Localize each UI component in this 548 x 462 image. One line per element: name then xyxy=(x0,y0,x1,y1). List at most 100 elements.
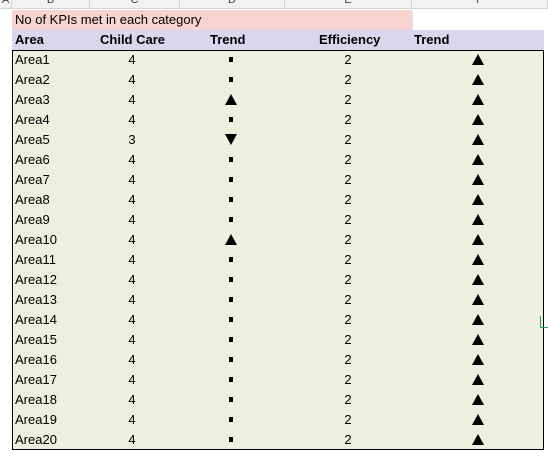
efficiency-cell[interactable]: 2 xyxy=(344,72,352,87)
child-care-cell[interactable]: 4 xyxy=(128,392,136,407)
child-care-cell[interactable]: 4 xyxy=(128,112,136,127)
area-cell[interactable]: Area6 xyxy=(15,152,50,167)
trend-efficiency-cell[interactable] xyxy=(468,270,488,290)
trend-child-care-cell[interactable] xyxy=(221,110,241,130)
trend-child-care-cell[interactable] xyxy=(221,330,241,350)
trend-efficiency-cell[interactable] xyxy=(468,250,488,270)
trend-child-care-cell[interactable] xyxy=(221,230,241,250)
trend-efficiency-cell[interactable] xyxy=(468,430,488,450)
child-care-cell[interactable]: 4 xyxy=(128,352,136,367)
trend-efficiency-cell[interactable] xyxy=(468,390,488,410)
area-cell[interactable]: Area17 xyxy=(15,372,57,387)
child-care-cell[interactable]: 4 xyxy=(128,372,136,387)
trend-efficiency-cell[interactable] xyxy=(468,190,488,210)
trend-efficiency-cell[interactable] xyxy=(468,310,488,330)
trend-efficiency-cell[interactable] xyxy=(468,330,488,350)
trend-child-care-cell[interactable] xyxy=(221,150,241,170)
child-care-cell[interactable]: 4 xyxy=(128,72,136,87)
child-care-cell[interactable]: 4 xyxy=(128,172,136,187)
area-cell[interactable]: Area1 xyxy=(15,52,50,67)
trend-efficiency-cell[interactable] xyxy=(468,230,488,250)
area-cell[interactable]: Area5 xyxy=(15,132,50,147)
area-cell[interactable]: Area20 xyxy=(15,432,57,447)
efficiency-cell[interactable]: 2 xyxy=(344,292,352,307)
trend-efficiency-cell[interactable] xyxy=(468,130,488,150)
efficiency-cell[interactable]: 2 xyxy=(344,432,352,447)
child-care-cell[interactable]: 4 xyxy=(128,92,136,107)
efficiency-cell[interactable]: 2 xyxy=(344,212,352,227)
column-header-f[interactable]: F xyxy=(412,0,548,8)
trend-efficiency-cell[interactable] xyxy=(468,210,488,230)
area-cell[interactable]: Area10 xyxy=(15,232,57,247)
area-cell[interactable]: Area7 xyxy=(15,172,50,187)
efficiency-cell[interactable]: 2 xyxy=(344,272,352,287)
trend-efficiency-cell[interactable] xyxy=(468,410,488,430)
header-trend-child-care[interactable]: Trend xyxy=(210,32,246,47)
efficiency-cell[interactable]: 2 xyxy=(344,132,352,147)
trend-child-care-cell[interactable] xyxy=(221,50,241,70)
area-cell[interactable]: Area15 xyxy=(15,332,57,347)
area-cell[interactable]: Area13 xyxy=(15,292,57,307)
efficiency-cell[interactable]: 2 xyxy=(344,232,352,247)
trend-child-care-cell[interactable] xyxy=(221,310,241,330)
area-cell[interactable]: Area19 xyxy=(15,412,57,427)
efficiency-cell[interactable]: 2 xyxy=(344,52,352,67)
column-header-b[interactable]: B xyxy=(12,0,90,8)
area-cell[interactable]: Area12 xyxy=(15,272,57,287)
efficiency-cell[interactable]: 2 xyxy=(344,312,352,327)
trend-efficiency-cell[interactable] xyxy=(468,90,488,110)
area-cell[interactable]: Area9 xyxy=(15,212,50,227)
header-efficiency[interactable]: Efficiency xyxy=(319,32,381,47)
trend-efficiency-cell[interactable] xyxy=(468,50,488,70)
efficiency-cell[interactable]: 2 xyxy=(344,332,352,347)
trend-child-care-cell[interactable] xyxy=(221,390,241,410)
trend-child-care-cell[interactable] xyxy=(221,270,241,290)
trend-child-care-cell[interactable] xyxy=(221,190,241,210)
trend-efficiency-cell[interactable] xyxy=(468,290,488,310)
trend-child-care-cell[interactable] xyxy=(221,430,241,450)
area-cell[interactable]: Area8 xyxy=(15,192,50,207)
area-cell[interactable]: Area14 xyxy=(15,312,57,327)
efficiency-cell[interactable]: 2 xyxy=(344,112,352,127)
trend-child-care-cell[interactable] xyxy=(221,130,241,150)
child-care-cell[interactable]: 4 xyxy=(128,152,136,167)
trend-child-care-cell[interactable] xyxy=(221,370,241,390)
trend-child-care-cell[interactable] xyxy=(221,70,241,90)
header-child-care[interactable]: Child Care xyxy=(100,32,166,47)
efficiency-cell[interactable]: 2 xyxy=(344,172,352,187)
trend-child-care-cell[interactable] xyxy=(221,350,241,370)
child-care-cell[interactable]: 4 xyxy=(128,432,136,447)
trend-efficiency-cell[interactable] xyxy=(468,110,488,130)
header-area[interactable]: Area xyxy=(15,32,44,47)
trend-child-care-cell[interactable] xyxy=(221,250,241,270)
efficiency-cell[interactable]: 2 xyxy=(344,152,352,167)
trend-child-care-cell[interactable] xyxy=(221,290,241,310)
child-care-cell[interactable]: 4 xyxy=(128,332,136,347)
area-cell[interactable]: Area3 xyxy=(15,92,50,107)
efficiency-cell[interactable]: 2 xyxy=(344,372,352,387)
area-cell[interactable]: Area11 xyxy=(15,252,56,267)
child-care-cell[interactable]: 4 xyxy=(128,412,136,427)
efficiency-cell[interactable]: 2 xyxy=(344,192,352,207)
child-care-cell[interactable]: 4 xyxy=(128,252,136,267)
column-header-a[interactable]: A xyxy=(0,0,12,8)
child-care-cell[interactable]: 4 xyxy=(128,312,136,327)
child-care-cell[interactable]: 4 xyxy=(128,272,136,287)
trend-efficiency-cell[interactable] xyxy=(468,70,488,90)
efficiency-cell[interactable]: 2 xyxy=(344,392,352,407)
area-cell[interactable]: Area16 xyxy=(15,352,57,367)
area-cell[interactable]: Area2 xyxy=(15,72,50,87)
area-cell[interactable]: Area18 xyxy=(15,392,57,407)
trend-efficiency-cell[interactable] xyxy=(468,150,488,170)
efficiency-cell[interactable]: 2 xyxy=(344,92,352,107)
trend-child-care-cell[interactable] xyxy=(221,210,241,230)
column-header-d[interactable]: D xyxy=(180,0,285,8)
column-header-e[interactable]: E xyxy=(285,0,412,8)
trend-child-care-cell[interactable] xyxy=(221,90,241,110)
efficiency-cell[interactable]: 2 xyxy=(344,252,352,267)
trend-efficiency-cell[interactable] xyxy=(468,370,488,390)
child-care-cell[interactable]: 4 xyxy=(128,232,136,247)
child-care-cell[interactable]: 4 xyxy=(128,52,136,67)
area-cell[interactable]: Area4 xyxy=(15,112,50,127)
